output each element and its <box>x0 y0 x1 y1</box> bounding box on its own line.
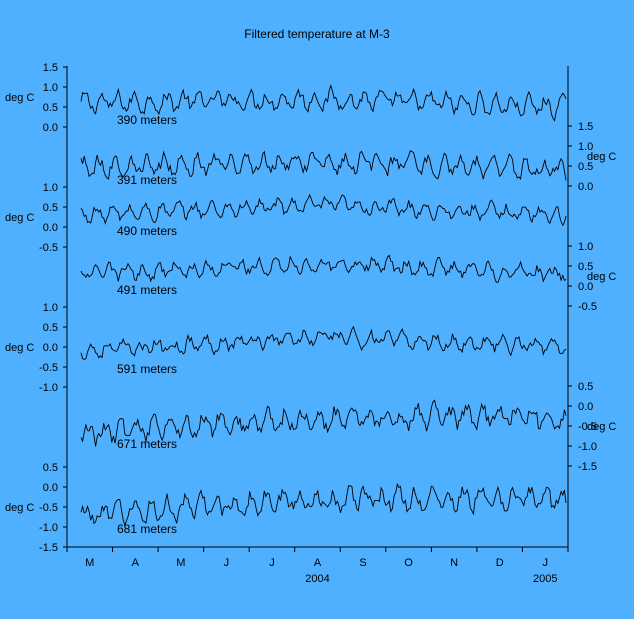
series-label-4: 591 meters <box>117 362 177 376</box>
y-tick-label-6-0: 0.5 <box>43 462 58 474</box>
y-tick-label-4-1: 0.5 <box>43 322 58 334</box>
series-label-0: 390 meters <box>117 113 177 127</box>
plot-frame <box>66 66 569 548</box>
y-unit-label-4: deg C <box>5 342 34 354</box>
y-tick-label-3-0: 1.0 <box>578 241 593 253</box>
y-tick-label-6-4: -1.5 <box>39 542 58 554</box>
series-label-5: 671 meters <box>117 437 177 451</box>
y-tick-label-6-1: 0.0 <box>43 482 58 494</box>
series-line-2 <box>80 193 567 227</box>
chart-title: Filtered temperature at M-3 <box>244 27 390 41</box>
y-unit-label-3: deg C <box>587 271 616 283</box>
series-line-5 <box>80 399 567 447</box>
y-unit-label-2: deg C <box>5 212 34 224</box>
y-unit-label-6: deg C <box>5 502 34 514</box>
y-tick-label-2-3: -0.5 <box>39 242 58 254</box>
y-tick-label-4-0: 1.0 <box>43 302 58 314</box>
y-tick-label-0-1: 1.0 <box>43 82 58 94</box>
series-label-1: 391 meters <box>117 173 177 187</box>
y-tick-label-2-0: 1.0 <box>43 182 58 194</box>
series-layer: 390 meters 391 meters 490 meters 491 meters… <box>80 84 567 536</box>
y-tick-label-0-0: 1.5 <box>43 62 58 74</box>
y-tick-label-6-2: -0.5 <box>39 502 58 514</box>
series-line-3 <box>80 254 567 283</box>
y-tick-label-3-3: -0.5 <box>578 301 597 313</box>
x-year-label-1: 2005 <box>533 573 557 585</box>
y-tick-label-4-2: 0.0 <box>43 342 58 354</box>
y-tick-label-6-3: -1.0 <box>39 522 58 534</box>
x-tick-label-0: M <box>85 557 94 569</box>
y-tick-label-0-2: 0.5 <box>43 102 58 114</box>
x-tick-label-9: D <box>496 557 504 569</box>
y-tick-label-5-2: -0.5 <box>578 421 597 433</box>
y-tick-label-4-4: -1.0 <box>39 382 58 394</box>
y-unit-label-5: deg C <box>587 421 616 433</box>
x-tick-label-2: M <box>176 557 185 569</box>
x-tick-label-8: N <box>450 557 458 569</box>
y-unit-label-0: deg C <box>5 92 34 104</box>
x-axis: M A M J J A S O N D J 2004 2005 <box>66 547 569 585</box>
series-line-1 <box>80 150 567 181</box>
series-label-3: 491 meters <box>117 283 177 297</box>
x-tick-label-6: S <box>359 557 366 569</box>
y-tick-label-1-2: 0.5 <box>578 161 593 173</box>
y-tick-label-5-1: 0.0 <box>578 401 593 413</box>
y-tick-label-3-2: 0.0 <box>578 281 593 293</box>
series-line-0 <box>80 84 567 122</box>
y-tick-label-1-3: 0.0 <box>578 181 593 193</box>
y-tick-label-1-1: 1.0 <box>578 141 593 153</box>
x-year-label-0: 2004 <box>305 573 329 585</box>
y-tick-label-5-0: 0.5 <box>578 381 593 393</box>
y-tick-label-5-3: -1.0 <box>578 441 597 453</box>
x-tick-label-7: O <box>404 557 413 569</box>
series-label-2: 490 meters <box>117 224 177 238</box>
y-tick-label-4-3: -0.5 <box>39 362 58 374</box>
x-tick-label-4: J <box>269 557 275 569</box>
series-line-4 <box>80 325 567 360</box>
x-tick-label-3: J <box>224 557 230 569</box>
x-tick-label-1: A <box>132 557 140 569</box>
y-tick-label-0-3: 0.0 <box>43 122 58 134</box>
y-tick-label-3-1: 0.5 <box>578 261 593 273</box>
x-tick-label-10: J <box>542 557 548 569</box>
y-tick-label-2-2: 0.0 <box>43 222 58 234</box>
series-label-6: 681 meters <box>117 522 177 536</box>
y-tick-label-1-0: 1.5 <box>578 121 593 133</box>
y-tick-label-5-4: -1.5 <box>578 461 597 473</box>
y-unit-label-1: deg C <box>587 151 616 163</box>
x-tick-label-5: A <box>314 557 322 569</box>
y-tick-label-2-1: 0.5 <box>43 202 58 214</box>
series-line-6 <box>80 482 567 527</box>
